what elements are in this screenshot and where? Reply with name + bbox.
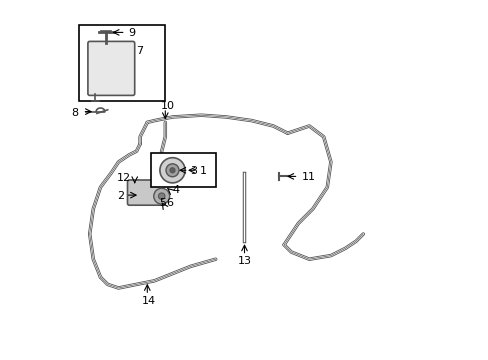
FancyBboxPatch shape: [88, 41, 134, 95]
Circle shape: [158, 193, 164, 199]
Bar: [151, 153, 215, 187]
FancyBboxPatch shape: [127, 180, 163, 205]
Circle shape: [170, 168, 175, 173]
Text: 4: 4: [172, 185, 179, 195]
Text: 13: 13: [238, 256, 251, 266]
Bar: [79, 25, 165, 101]
Text: 1: 1: [199, 166, 206, 176]
Text: 8: 8: [72, 108, 79, 118]
Circle shape: [166, 164, 179, 177]
Circle shape: [160, 158, 185, 183]
Text: 11: 11: [301, 172, 315, 182]
Text: 10: 10: [161, 101, 175, 111]
Text: 7: 7: [136, 46, 143, 56]
Text: 9: 9: [128, 28, 136, 38]
Text: 3: 3: [190, 166, 197, 176]
Text: 14: 14: [142, 296, 156, 306]
Text: 5: 5: [159, 198, 165, 208]
Text: 2: 2: [117, 191, 123, 201]
Text: 6: 6: [166, 198, 173, 208]
Circle shape: [153, 188, 169, 204]
Text: 12: 12: [117, 173, 131, 183]
